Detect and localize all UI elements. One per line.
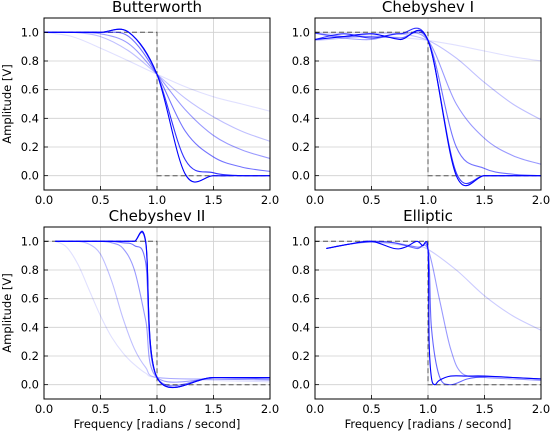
panel-elliptic: Elliptic 0.0 0.5 1.0 1.5 2.0 0.0 0.2 0.4 0.6 0.8… [292,207,550,416]
panel-title: Elliptic [403,207,453,225]
y-tick-labels: 0.0 0.2 0.4 0.6 0.8 1.0 [292,234,319,392]
x-tick-label: 2.0 [532,193,550,207]
x-tick-label: 2.0 [532,402,550,416]
y-tick-label: 0.0 [21,169,39,183]
x-tick-label: 2.0 [261,402,279,416]
x-axis-label-left: Frequency [radians / second] [74,417,241,431]
y-tick-labels: 0.0 0.2 0.4 0.6 0.8 1.0 [21,25,48,183]
response-curve-order-10 [55,231,270,389]
x-tick-labels: 0.0 0.5 1.0 1.5 2.0 [35,395,279,416]
x-tick-label: 0.0 [306,193,324,207]
response-curve-order-5 [326,240,541,386]
x-tick-label: 2.0 [261,193,279,207]
x-tick-label: 0.0 [35,193,53,207]
x-tick-label: 0.5 [91,193,109,207]
response-curve-order-3 [55,240,270,383]
x-tick-labels: 0.0 0.5 1.0 1.5 2.0 [35,186,279,207]
axes-frame [43,226,271,400]
x-tick-labels: 0.0 0.5 1.0 1.5 2.0 [306,186,550,207]
x-tick-labels: 0.0 0.5 1.0 1.5 2.0 [306,395,550,416]
response-curve-order-20 [55,230,270,389]
y-tick-labels: 0.0 0.2 0.4 0.6 0.8 1.0 [21,234,48,392]
y-tick-label: 0.8 [21,263,39,277]
y-tick-label: 0.6 [21,83,39,97]
y-tick-label: 0.0 [292,169,310,183]
panel-butterworth: Butterworth 0.0 0.5 1.0 1.5 2.0 0.0 0.2 0.4 0.6… [21,0,279,207]
axes-frame [314,17,542,191]
x-axis-label-right: Frequency [radians / second] [345,417,512,431]
plot-area [44,230,270,389]
response-curve-order-2 [326,241,541,381]
x-tick-label: 1.5 [475,193,493,207]
y-tick-label: 0.8 [292,54,310,68]
x-tick-label: 0.0 [35,402,53,416]
x-tick-label: 0.0 [306,402,324,416]
y-axis-label-top: Amplitude [V] [0,64,14,143]
x-tick-label: 0.5 [362,402,380,416]
y-tick-label: 1.0 [292,25,310,39]
x-tick-label: 1.0 [148,193,166,207]
x-tick-label: 1.5 [204,402,222,416]
response-curve-order-20 [315,29,541,187]
panel-title: Chebyshev II [109,207,206,225]
axes-frame [314,226,542,400]
response-curve-order-1 [55,240,270,383]
x-tick-label: 1.5 [475,402,493,416]
y-tick-label: 0.6 [21,292,39,306]
y-tick-label: 0.2 [292,140,310,154]
y-axis-label-bottom: Amplitude [V] [0,273,14,352]
x-tick-label: 1.0 [419,193,437,207]
y-tick-label: 0.4 [292,320,310,334]
axes-frame [43,17,271,191]
x-tick-label: 1.0 [419,402,437,416]
y-tick-label: 0.8 [21,54,39,68]
y-tick-label: 0.2 [292,349,310,363]
y-tick-label: 0.6 [292,83,310,97]
response-curve-order-1 [326,241,541,331]
y-tick-label: 0.4 [21,111,39,125]
y-tick-label: 0.2 [21,140,39,154]
x-tick-label: 1.5 [204,193,222,207]
y-tick-label: 1.0 [21,234,39,248]
y-tick-label: 1.0 [292,234,310,248]
y-tick-label: 0.6 [292,292,310,306]
response-curve-order-2 [55,240,270,381]
plot-area [315,240,541,386]
panel-chebyshev-ii: Chebyshev II 0.0 0.5 1.0 1.5 2.0 0.00.20.40.… [21,207,279,416]
panel-chebyshev-i: Chebyshev I 0.0 0.5 1.0 1.5 2.0 0.0 0.2 0.4 0.6… [292,0,550,207]
plot-area [315,27,541,187]
x-tick-label: 0.5 [91,402,109,416]
x-tick-label: 1.0 [148,402,166,416]
panel-title: Butterworth [112,0,202,16]
y-tick-label: 0.2 [21,349,39,363]
response-curve-order-20 [44,28,270,183]
y-tick-label: 0.8 [292,263,310,277]
plot-area [44,28,270,183]
x-tick-label: 0.5 [362,193,380,207]
panel-title: Chebyshev I [382,0,474,16]
y-tick-label: 0.0 [292,378,310,392]
y-tick-label: 0.4 [292,111,310,125]
y-tick-label: 0.4 [21,320,39,334]
y-tick-labels: 0.0 0.2 0.4 0.6 0.8 1.0 [292,25,319,183]
response-curve-order-5 [55,240,270,387]
y-tick-label: 1.0 [21,25,39,39]
y-tick-label: 0.0 [21,378,39,392]
